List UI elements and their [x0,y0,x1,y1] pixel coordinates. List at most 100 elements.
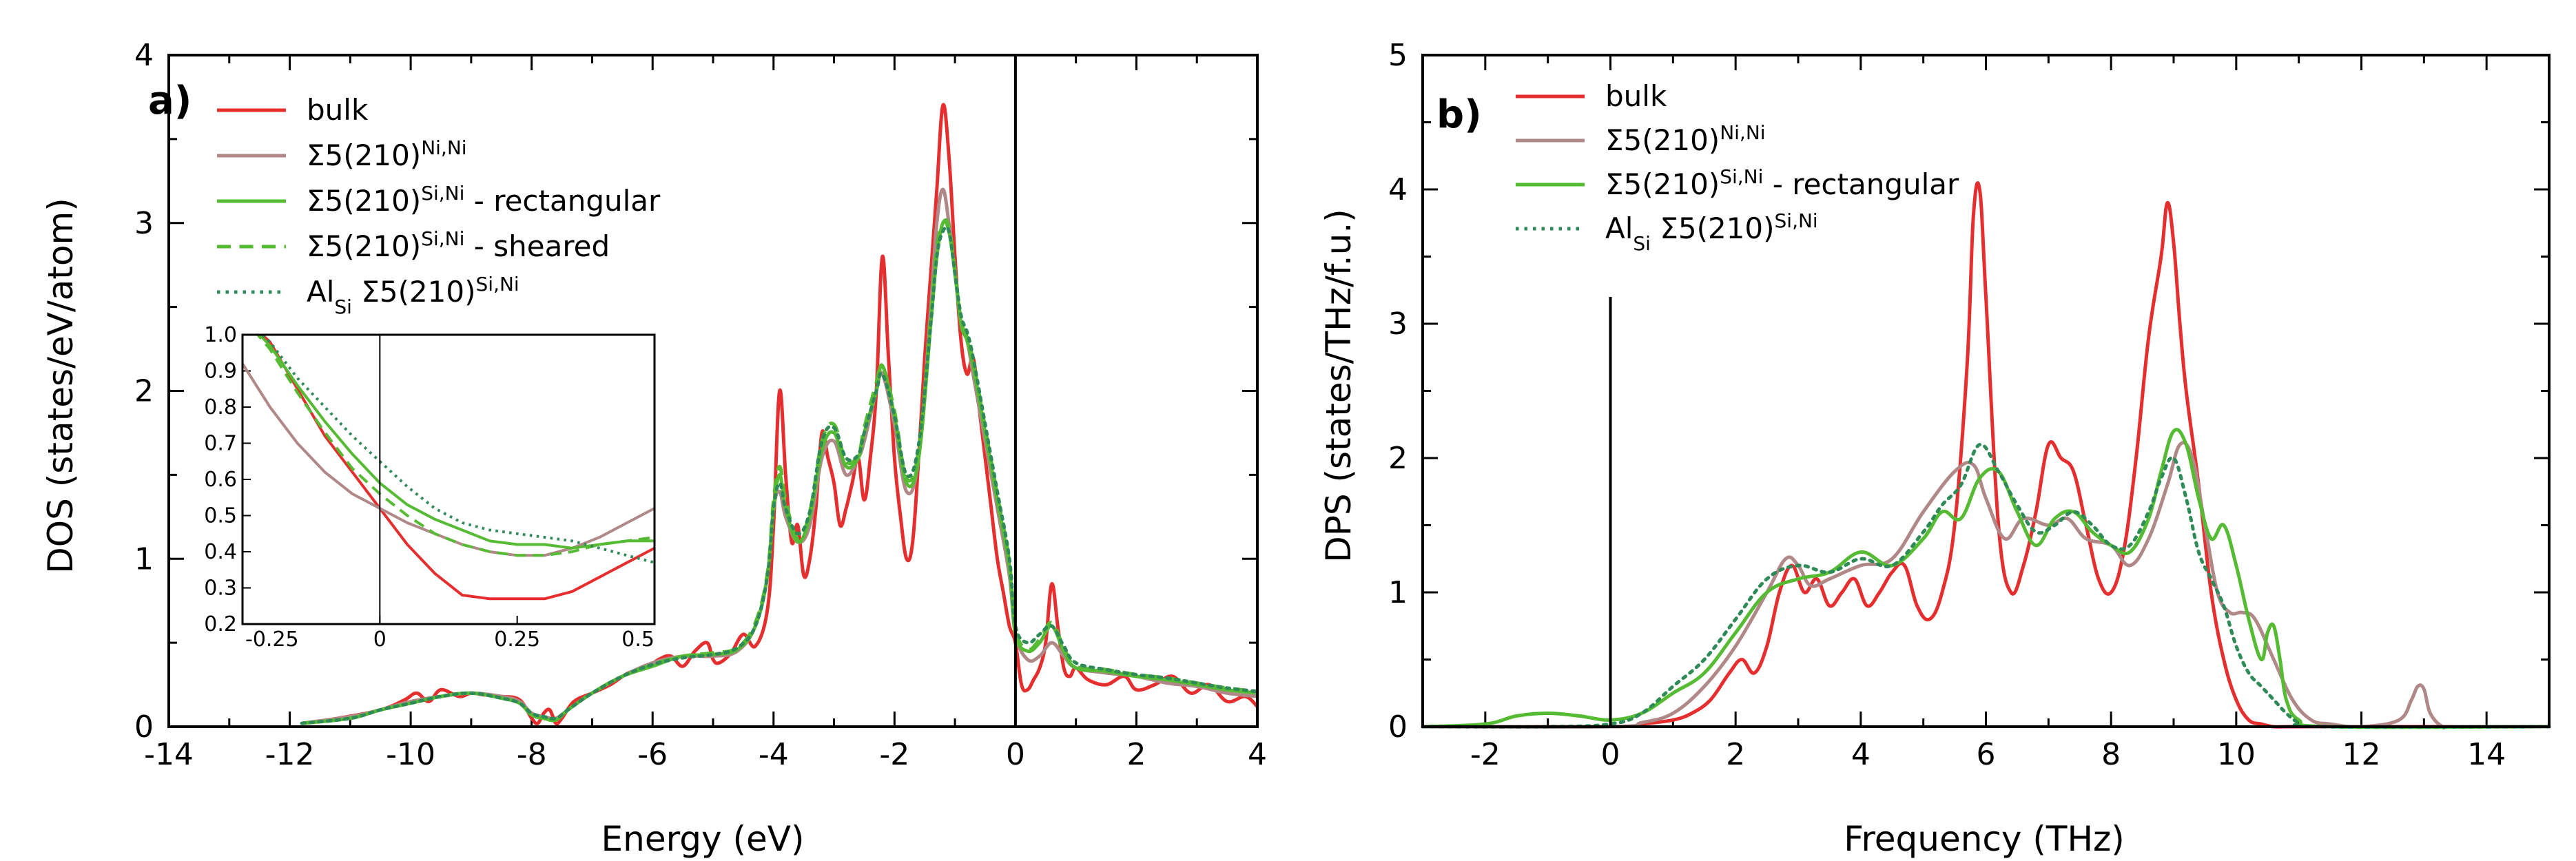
inset-series-line-5-210-si-ni-rectangular [258,335,655,550]
legend-label-sup: Si,Ni [421,182,464,205]
y-tick-label: 2 [1388,441,1408,476]
panel-a-dos-chart: -14 -12 -10 -8 -6 -4 -2 0 2 4 0 1 2 3 4 a) Energy (eV… [41,38,1267,859]
legend-label-main: Σ5(210) [307,229,421,263]
inset-series-line-5-210-si-ni-sheared [256,335,655,557]
inset-y-tick-label: 0.9 [204,360,237,384]
inset-y-tick-label: 1.0 [204,323,237,347]
legend-label-bulk: bulk [307,93,369,127]
legend-label-sup: Si,Ni [476,273,519,295]
y-tick-label: 4 [1388,172,1408,207]
panel-a-y-axis-title: DOS (states/eV/atom) [41,198,81,573]
legend-label-suffix: - sheared [464,229,610,263]
panel-b-y-ticks: 0 1 2 3 4 5 [1388,38,2549,745]
inset-y-tick-label: 0.5 [204,504,237,528]
x-tick-label: -6 [637,737,668,772]
legend-label-main2: Σ5(210) [1651,211,1775,245]
legend-label-main: Σ5(210) [1605,123,1720,157]
inset-series [243,335,655,601]
y-tick-label: 0 [134,709,154,745]
legend-label-main: Σ5(210) [307,138,421,172]
inset-y-tick-label: 0.2 [204,612,237,636]
legend-label-main: Al [307,275,334,309]
series-line-alsi-5-210-si-ni [1421,442,2551,729]
legend-label-sub: Si [1633,232,1651,255]
y-tick-label: 3 [134,206,154,241]
legend-label-sup: Si,Ni [1775,209,1818,232]
panel-b-series [1421,181,2551,730]
panel-a-y-ticks: 0 1 2 3 4 [134,38,1257,745]
legend-label-main: Σ5(210) [307,184,421,218]
legend-label-sup: Si,Ni [1720,165,1763,188]
y-tick-label: 5 [1388,38,1408,73]
y-tick-label: 3 [1388,307,1408,342]
x-tick-label: -14 [144,737,194,772]
series-line-alsi-5-210-si-ni [300,225,1259,725]
panel-a-x-ticks: -14 -12 -10 -8 -6 -4 -2 0 2 4 [144,55,1267,772]
series-line-5-210-ni-ni [1422,441,2549,730]
panel-a-inset-chart: -0.25 0 0.25 0.5 0.2 0.3 0.4 0.5 0.6 0.7 0.8 0.9 1.… [204,323,656,652]
panel-b-x-axis-title: Frequency (THz) [1844,819,2125,859]
inset-plot-frame [241,333,656,625]
inset-y-ticks: 0.2 0.3 0.4 0.5 0.6 0.7 0.8 0.9 1.0 [204,323,251,636]
panel-a-plot-frame [167,54,1259,728]
inset-y-tick-label: 0.8 [204,395,237,419]
x-tick-label: 12 [2342,737,2381,772]
series-line-5-210-si-ni-rectangular [1422,428,2550,729]
legend-label-main: bulk [1605,79,1667,113]
inset-x-tick-label: 0 [373,627,387,652]
legend-label-5-210-si-ni-sheared: Σ5(210)Si,Ni - sheared [307,227,610,264]
y-tick-label: 1 [1388,575,1408,610]
x-tick-label: 6 [1977,737,1996,772]
y-tick-label: 4 [134,38,154,73]
x-tick-label: 10 [2217,737,2256,772]
panel-b-label: b) [1436,92,1482,137]
x-tick-label: 2 [1726,737,1745,772]
legend-label-main: Al [1605,211,1633,245]
legend-label-sup: Ni,Ni [421,136,466,159]
legend-label-bulk: bulk [1605,79,1667,113]
inset-y-tick-label: 0.4 [204,540,237,564]
x-tick-label: 2 [1126,737,1146,772]
inset-y-tick-label: 0.6 [204,468,237,492]
inset-x-tick-label: -0.25 [245,627,299,652]
legend-label-sup: Ni,Ni [1720,121,1765,144]
legend-label-5-210-ni-ni: Σ5(210)Ni,Ni [307,136,467,173]
x-tick-label: 4 [1248,737,1267,772]
legend-label-main2: Σ5(210) [352,275,476,309]
panel-a-label: a) [148,79,192,123]
legend-label-main: Σ5(210) [1605,167,1720,201]
x-tick-label: -10 [386,737,435,772]
x-tick-label: -12 [265,737,315,772]
inset-y-tick-label: 0.7 [204,432,237,456]
legend-label-5-210-ni-ni: Σ5(210)Ni,Ni [1605,121,1766,158]
x-tick-label: 14 [2467,737,2506,772]
legend-label-alsi-5-210-si-ni: AlSi Σ5(210)Si,Ni [1605,209,1818,255]
x-tick-label: 4 [1851,737,1871,772]
x-tick-label: 0 [1006,737,1025,772]
panel-a-x-axis-title: Energy (eV) [601,819,805,859]
panel-b-plot-frame [1421,54,2551,728]
panel-a-series [300,103,1259,726]
inset-background [243,335,655,624]
x-tick-label: 0 [1601,737,1620,772]
panel-b-y-axis-title: DPS (states/THz/f.u.) [1319,209,1359,563]
x-tick-label: -8 [517,737,547,772]
x-tick-label: 8 [2101,737,2121,772]
legend-label-5-210-si-ni-rectangular: Σ5(210)Si,Ni - rectangular [307,182,661,218]
x-tick-label: -2 [1470,737,1501,772]
legend-label-suffix: - rectangular [464,184,661,218]
x-tick-label: -4 [759,737,789,772]
inset-series-line-alsi-5-210-si-ni [260,335,655,564]
panel-b-x-ticks: -2 0 2 4 6 8 10 12 14 [1470,55,2506,772]
legend-label-main: bulk [307,93,369,127]
legend-label-sub: Si [334,295,352,318]
legend-label-5-210-si-ni-rectangular: Σ5(210)Si,Ni - rectangular [1605,165,1959,202]
legend-label-sup: Si,Ni [421,227,464,250]
series-line-bulk [1422,181,2549,729]
y-tick-label: 0 [1388,709,1408,745]
y-tick-label: 2 [134,374,154,409]
